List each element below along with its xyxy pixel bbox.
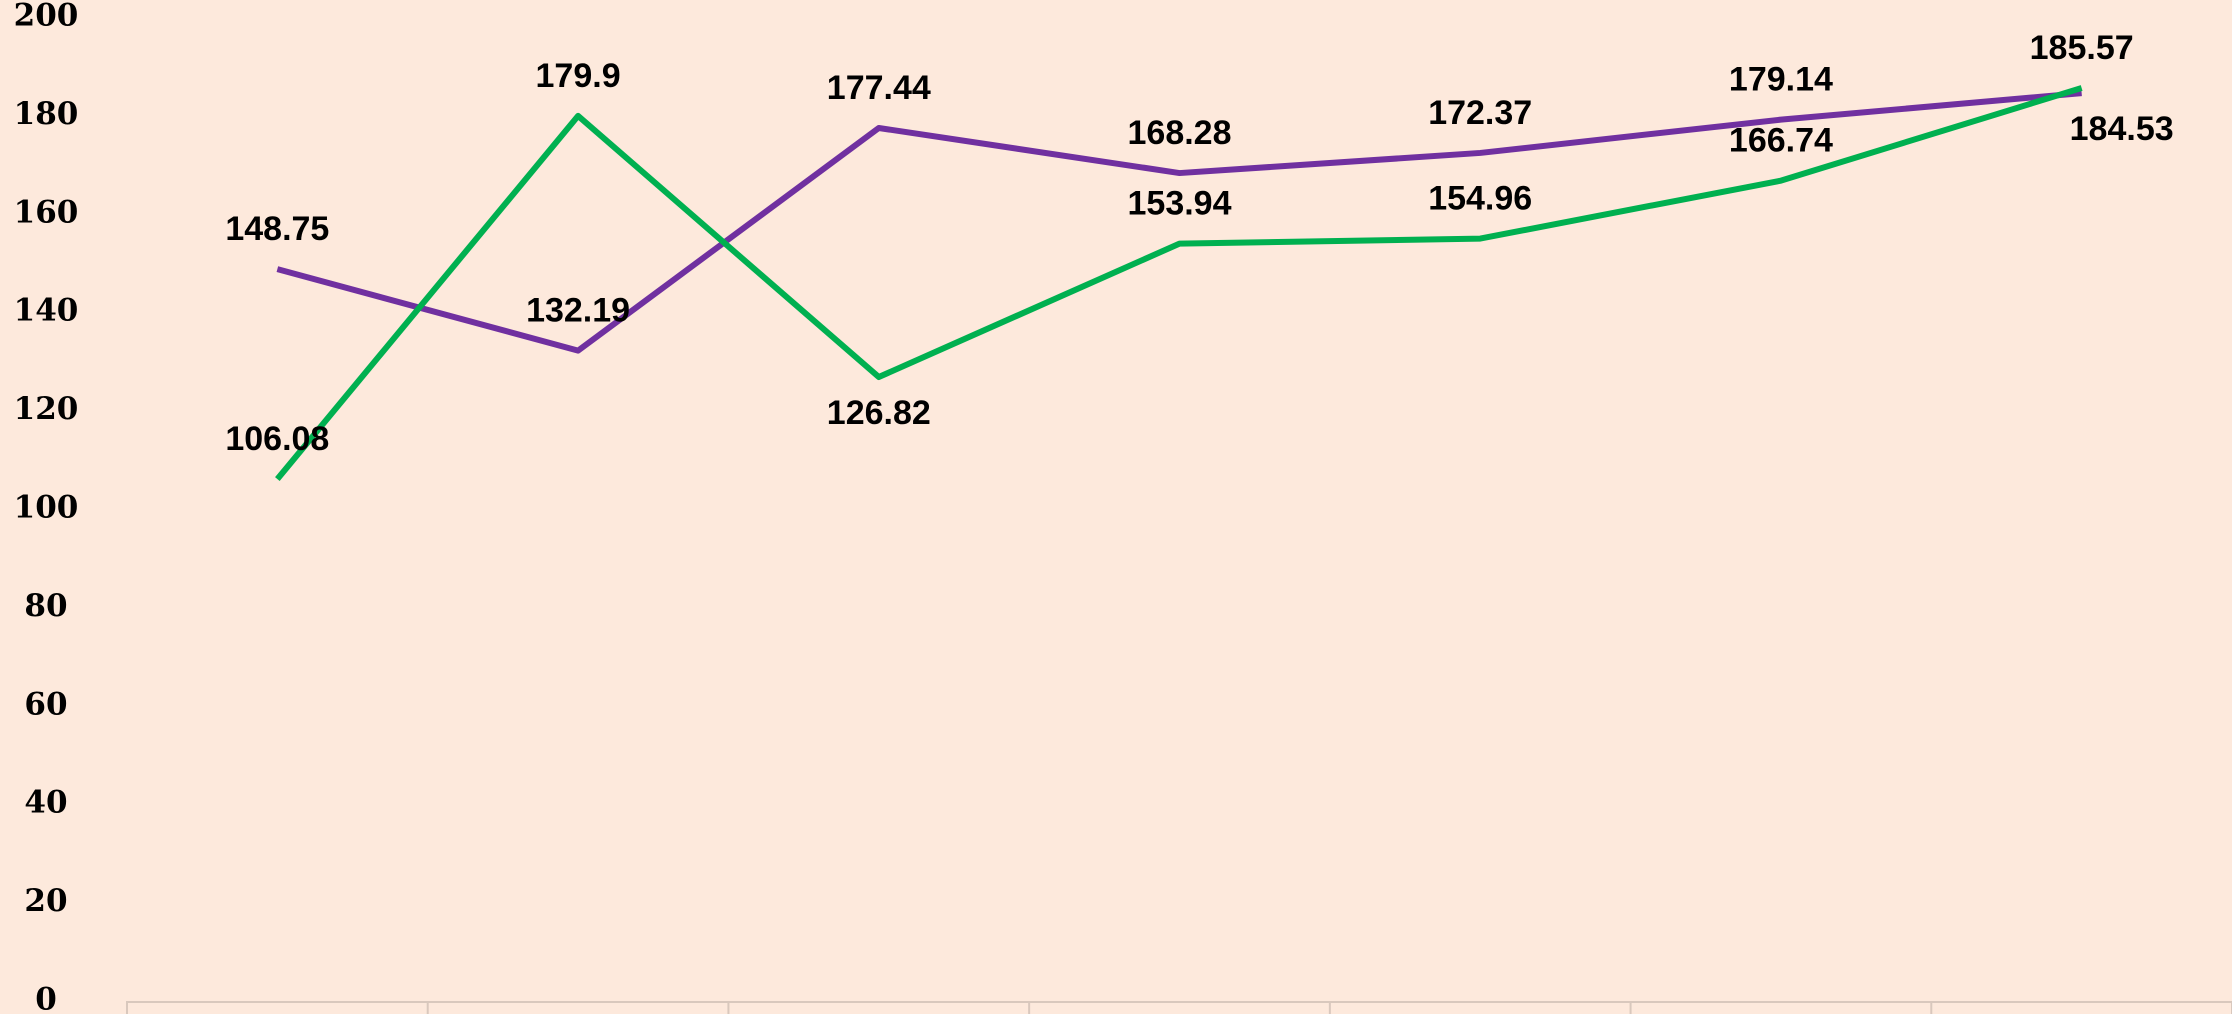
y-tick-label: 160 bbox=[14, 194, 79, 230]
data-label: 154.96 bbox=[1428, 180, 1532, 218]
y-tick-label: 60 bbox=[24, 686, 67, 722]
y-tick-label: 180 bbox=[14, 96, 79, 132]
y-tick-label: 40 bbox=[24, 785, 67, 821]
data-label: 184.53 bbox=[2070, 110, 2174, 148]
y-tick-label: 200 bbox=[14, 0, 79, 34]
y-tick-label: 80 bbox=[24, 588, 67, 624]
y-tick-label: 120 bbox=[14, 391, 79, 427]
data-label: 185.57 bbox=[2030, 29, 2134, 67]
data-label: 177.44 bbox=[827, 69, 931, 107]
series-line bbox=[275, 85, 2083, 481]
series-line bbox=[276, 90, 2082, 354]
y-tick-label: 100 bbox=[14, 490, 79, 526]
data-label: 126.82 bbox=[827, 394, 931, 432]
data-label: 106.08 bbox=[225, 420, 329, 458]
y-tick-label: 0 bbox=[35, 982, 57, 1014]
data-label: 179.14 bbox=[1729, 61, 1833, 99]
data-label: 166.74 bbox=[1729, 122, 1833, 160]
data-label: 148.75 bbox=[225, 210, 329, 248]
data-label: 179.9 bbox=[536, 57, 621, 95]
data-label: 168.28 bbox=[1128, 114, 1232, 152]
y-tick-label: 20 bbox=[24, 883, 67, 919]
data-label: 132.19 bbox=[526, 292, 630, 330]
y-tick-label: 140 bbox=[14, 293, 79, 329]
data-label: 172.37 bbox=[1428, 94, 1532, 132]
data-label: 153.94 bbox=[1128, 185, 1232, 223]
